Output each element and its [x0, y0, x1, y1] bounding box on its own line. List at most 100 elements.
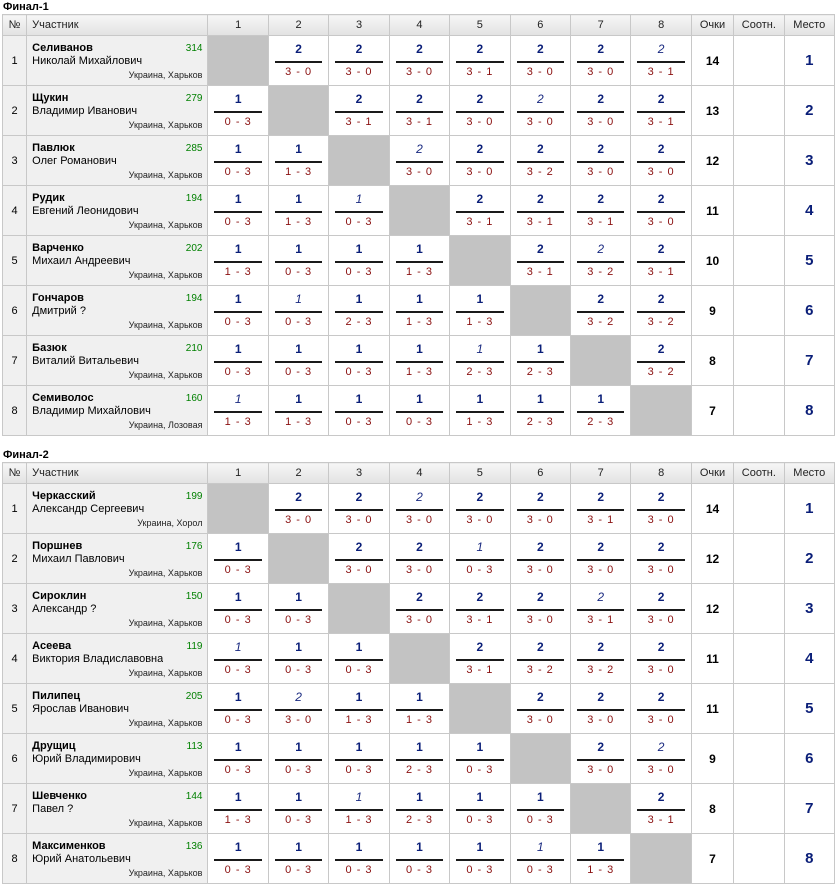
header-participant[interactable]: Участник	[26, 14, 209, 36]
match-result-cell[interactable]: 1 0 - 3	[207, 135, 269, 186]
match-result-cell[interactable]: 1 1 - 3	[267, 385, 330, 436]
header-opponent-1[interactable]: 1	[207, 462, 269, 484]
match-result-cell[interactable]: 1 1 - 3	[388, 683, 451, 734]
match-result-cell[interactable]: 2 3 - 2	[569, 633, 632, 684]
match-result-cell[interactable]: 1 0 - 3	[207, 335, 269, 386]
match-result-cell[interactable]: 2 3 - 0	[509, 35, 572, 86]
match-result-cell[interactable]: 2 3 - 0	[388, 35, 451, 86]
match-result-cell[interactable]: 1 1 - 3	[267, 135, 330, 186]
match-result-cell[interactable]: 1 1 - 3	[207, 385, 269, 436]
match-result-cell[interactable]: 1 0 - 3	[328, 833, 390, 884]
match-result-cell[interactable]: 2 3 - 0	[509, 683, 572, 734]
match-result-cell[interactable]: 1 0 - 3	[388, 385, 451, 436]
player-cell[interactable]: Черкасский Александр Сергеевич 199 Украина,…	[26, 483, 209, 534]
match-result-cell[interactable]: 2 3 - 1	[630, 783, 692, 834]
match-result-cell[interactable]: 2 3 - 0	[509, 483, 572, 534]
match-result-cell[interactable]: 2 3 - 0	[328, 35, 390, 86]
match-result-cell[interactable]: 2 3 - 2	[569, 285, 632, 336]
match-result-cell[interactable]: 2 3 - 2	[630, 335, 692, 386]
header-place[interactable]: Место	[783, 462, 835, 484]
player-cell[interactable]: Гончаров Дмитрий ? 194 Украина, Харьков	[26, 285, 209, 336]
match-result-cell[interactable]: 2 3 - 1	[569, 583, 632, 634]
player-last-name[interactable]: Пилипец	[32, 690, 81, 702]
match-result-cell[interactable]: 2 3 - 0	[509, 533, 572, 584]
player-last-name[interactable]: Поршнев	[32, 540, 83, 552]
player-cell[interactable]: Рудик Евгений Леонидович 194 Украина, Харьк…	[26, 185, 209, 236]
header-ratio[interactable]: Соотн.	[733, 462, 785, 484]
player-cell[interactable]: Семиволос Владимир Михайлович 160 Украина, …	[26, 385, 209, 436]
player-last-name[interactable]: Варченко	[32, 242, 84, 254]
match-result-cell[interactable]: 1 0 - 3	[449, 533, 511, 584]
header-place[interactable]: Место	[783, 14, 835, 36]
match-result-cell[interactable]: 1 2 - 3	[509, 385, 572, 436]
player-last-name[interactable]: Гончаров	[32, 292, 84, 304]
match-result-cell[interactable]: 1 2 - 3	[388, 733, 451, 784]
player-cell[interactable]: Селиванов Николай Михайлович 314 Украина, Х…	[26, 35, 209, 86]
header-opponent-7[interactable]: 7	[569, 14, 632, 36]
header-opponent-4[interactable]: 4	[388, 14, 451, 36]
header-opponent-6[interactable]: 6	[509, 462, 572, 484]
match-result-cell[interactable]: 1 0 - 3	[267, 285, 330, 336]
player-cell[interactable]: Сироклин Александр ? 150 Украина, Харьков	[26, 583, 209, 634]
header-opponent-3[interactable]: 3	[328, 462, 390, 484]
match-result-cell[interactable]: 2 3 - 0	[630, 185, 692, 236]
match-result-cell[interactable]: 2 3 - 2	[630, 285, 692, 336]
match-result-cell[interactable]: 2 3 - 1	[509, 185, 572, 236]
match-result-cell[interactable]: 2 3 - 0	[630, 483, 692, 534]
header-opponent-7[interactable]: 7	[569, 462, 632, 484]
match-result-cell[interactable]: 2 3 - 0	[630, 733, 692, 784]
match-result-cell[interactable]: 2 3 - 1	[449, 583, 511, 634]
header-number[interactable]: №	[1, 14, 28, 36]
match-result-cell[interactable]: 2 3 - 0	[630, 583, 692, 634]
match-result-cell[interactable]: 1 0 - 3	[267, 783, 330, 834]
match-result-cell[interactable]: 2 3 - 0	[569, 533, 632, 584]
match-result-cell[interactable]: 2 3 - 0	[630, 135, 692, 186]
player-last-name[interactable]: Базюк	[32, 342, 67, 354]
match-result-cell[interactable]: 1 2 - 3	[569, 385, 632, 436]
match-result-cell[interactable]: 1 1 - 3	[449, 285, 511, 336]
match-result-cell[interactable]: 1 0 - 3	[328, 185, 390, 236]
player-last-name[interactable]: Щукин	[32, 92, 69, 104]
header-opponent-8[interactable]: 8	[630, 462, 692, 484]
match-result-cell[interactable]: 2 3 - 1	[630, 235, 692, 286]
match-result-cell[interactable]: 2 3 - 1	[328, 85, 390, 136]
match-result-cell[interactable]: 1 0 - 3	[509, 783, 572, 834]
player-cell[interactable]: Поршнев Михаил Павлович 176 Украина, Харько…	[26, 533, 209, 584]
match-result-cell[interactable]: 1 0 - 3	[207, 285, 269, 336]
match-result-cell[interactable]: 1 0 - 3	[207, 533, 269, 584]
match-result-cell[interactable]: 1 0 - 3	[207, 85, 269, 136]
player-last-name[interactable]: Семиволос	[32, 392, 94, 404]
player-cell[interactable]: Друщиц Юрий Владимирович 113 Украина, Харьк…	[26, 733, 209, 784]
match-result-cell[interactable]: 2 3 - 0	[569, 135, 632, 186]
match-result-cell[interactable]: 2 3 - 0	[267, 35, 330, 86]
match-result-cell[interactable]: 1 0 - 3	[328, 633, 390, 684]
header-opponent-2[interactable]: 2	[267, 462, 330, 484]
match-result-cell[interactable]: 2 3 - 1	[569, 483, 632, 534]
match-result-cell[interactable]: 1 0 - 3	[328, 385, 390, 436]
match-result-cell[interactable]: 1 2 - 3	[328, 285, 390, 336]
match-result-cell[interactable]: 1 0 - 3	[207, 633, 269, 684]
match-result-cell[interactable]: 1 0 - 3	[449, 783, 511, 834]
header-opponent-2[interactable]: 2	[267, 14, 330, 36]
match-result-cell[interactable]: 2 3 - 1	[449, 633, 511, 684]
match-result-cell[interactable]: 2 3 - 1	[630, 35, 692, 86]
match-result-cell[interactable]: 1 1 - 3	[388, 235, 451, 286]
match-result-cell[interactable]: 1 0 - 3	[207, 733, 269, 784]
header-opponent-3[interactable]: 3	[328, 14, 390, 36]
match-result-cell[interactable]: 1 0 - 3	[267, 733, 330, 784]
player-last-name[interactable]: Павлюк	[32, 142, 75, 154]
match-result-cell[interactable]: 1 0 - 3	[267, 583, 330, 634]
header-points[interactable]: Очки	[690, 14, 735, 36]
player-last-name[interactable]: Асеева	[32, 640, 72, 652]
player-cell[interactable]: Павлюк Олег Романович 285 Украина, Харьков	[26, 135, 209, 186]
match-result-cell[interactable]: 2 3 - 0	[449, 85, 511, 136]
match-result-cell[interactable]: 2 3 - 0	[630, 633, 692, 684]
match-result-cell[interactable]: 1 0 - 3	[449, 733, 511, 784]
match-result-cell[interactable]: 2 3 - 1	[449, 35, 511, 86]
match-result-cell[interactable]: 1 1 - 3	[207, 235, 269, 286]
match-result-cell[interactable]: 2 3 - 0	[388, 483, 451, 534]
match-result-cell[interactable]: 2 3 - 0	[569, 85, 632, 136]
match-result-cell[interactable]: 2 3 - 0	[388, 533, 451, 584]
match-result-cell[interactable]: 1 0 - 3	[449, 833, 511, 884]
match-result-cell[interactable]: 1 0 - 3	[267, 235, 330, 286]
